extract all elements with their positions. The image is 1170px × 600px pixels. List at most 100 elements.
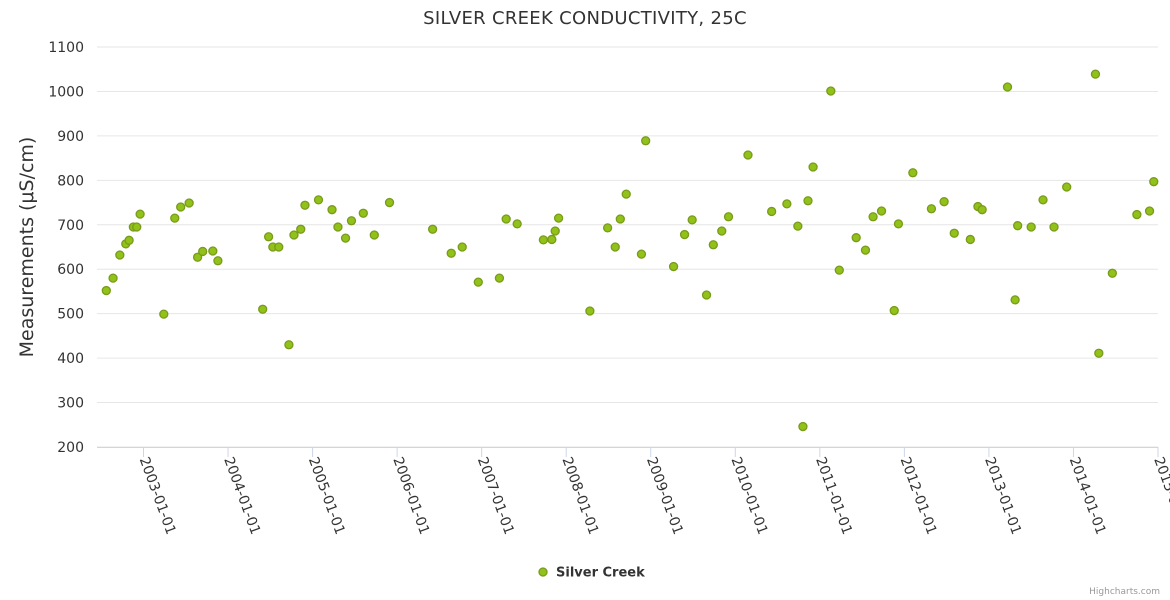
data-point[interactable] xyxy=(1010,295,1020,305)
data-point[interactable] xyxy=(1132,209,1142,220)
data-point[interactable] xyxy=(1149,177,1159,187)
data-point[interactable] xyxy=(851,233,861,243)
data-point[interactable] xyxy=(289,230,299,240)
data-point[interactable] xyxy=(538,235,549,245)
data-point[interactable] xyxy=(553,213,564,223)
data-point[interactable] xyxy=(313,195,324,205)
legend[interactable]: Silver Creek xyxy=(538,566,645,581)
y-tick-label: 900 xyxy=(57,129,84,145)
data-point[interactable] xyxy=(708,240,718,250)
data-point[interactable] xyxy=(1038,195,1048,205)
data-point[interactable] xyxy=(621,189,631,199)
data-point[interactable] xyxy=(717,226,727,236)
data-point[interactable] xyxy=(494,273,505,283)
data-point[interactable] xyxy=(501,214,511,224)
data-point[interactable] xyxy=(135,209,145,219)
data-point[interactable] xyxy=(457,242,467,252)
data-point[interactable] xyxy=(213,256,223,266)
data-point[interactable] xyxy=(333,222,343,232)
data-point[interactable] xyxy=(641,136,651,146)
data-point[interactable] xyxy=(868,212,878,222)
data-point[interactable] xyxy=(101,285,111,296)
data-point[interactable] xyxy=(743,150,753,160)
data-point[interactable] xyxy=(547,234,557,245)
data-point[interactable] xyxy=(893,219,904,229)
data-point[interactable] xyxy=(889,305,899,316)
series-silver-creek[interactable] xyxy=(101,69,1159,432)
data-point[interactable] xyxy=(615,214,625,224)
data-point[interactable] xyxy=(687,215,697,225)
data-point[interactable] xyxy=(184,198,194,208)
data-point[interactable] xyxy=(108,273,118,283)
chart-title: SILVER CREEK CONDUCTIVITY, 25C xyxy=(423,8,747,29)
data-point[interactable] xyxy=(446,248,456,258)
data-point[interactable] xyxy=(300,200,310,210)
data-point[interactable] xyxy=(550,226,560,236)
data-point[interactable] xyxy=(668,261,679,272)
data-point[interactable] xyxy=(766,206,777,217)
data-point[interactable] xyxy=(585,306,595,316)
data-point[interactable] xyxy=(358,208,368,218)
credits-link[interactable]: Highcharts.com xyxy=(1089,587,1160,597)
data-point[interactable] xyxy=(679,229,690,240)
data-point[interactable] xyxy=(159,309,169,319)
y-tick-label: 400 xyxy=(57,351,84,367)
data-point[interactable] xyxy=(602,223,613,233)
data-point[interactable] xyxy=(263,232,274,242)
data-point[interactable] xyxy=(284,340,294,350)
data-point[interactable] xyxy=(1049,222,1059,232)
y-tick-label: 600 xyxy=(57,262,84,278)
data-point[interactable] xyxy=(192,252,203,262)
data-point[interactable] xyxy=(384,197,395,208)
data-point[interactable] xyxy=(1002,82,1013,92)
data-point[interactable] xyxy=(1090,69,1101,79)
data-point[interactable] xyxy=(296,224,306,234)
data-point[interactable] xyxy=(793,221,803,231)
data-point[interactable] xyxy=(170,213,180,223)
data-point[interactable] xyxy=(798,421,808,432)
data-point[interactable] xyxy=(977,205,987,215)
data-point[interactable] xyxy=(274,242,284,252)
data-point[interactable] xyxy=(723,212,734,222)
data-point[interactable] xyxy=(782,199,792,209)
data-point[interactable] xyxy=(1144,206,1155,216)
data-point[interactable] xyxy=(1062,182,1072,192)
data-point[interactable] xyxy=(860,245,871,255)
data-point[interactable] xyxy=(636,249,647,259)
data-point[interactable] xyxy=(1013,221,1023,231)
data-point[interactable] xyxy=(701,290,712,300)
data-point[interactable] xyxy=(826,86,836,96)
data-point[interactable] xyxy=(610,242,620,252)
data-point[interactable] xyxy=(208,246,218,256)
data-point[interactable] xyxy=(803,196,813,206)
legend-item-silver-creek[interactable]: Silver Creek xyxy=(556,566,645,581)
data-point[interactable] xyxy=(176,202,186,212)
data-point[interactable] xyxy=(427,224,438,234)
data-point[interactable] xyxy=(908,168,918,178)
data-point[interactable] xyxy=(834,265,844,275)
data-point[interactable] xyxy=(876,206,887,216)
data-point[interactable] xyxy=(124,235,134,245)
data-point[interactable] xyxy=(1107,268,1117,278)
data-point[interactable] xyxy=(346,216,357,226)
data-point[interactable] xyxy=(115,250,125,260)
data-point[interactable] xyxy=(340,233,351,243)
y-tick-label: 300 xyxy=(57,396,84,412)
data-point[interactable] xyxy=(926,204,937,214)
data-point[interactable] xyxy=(473,277,483,287)
data-point[interactable] xyxy=(327,205,337,215)
data-point[interactable] xyxy=(258,304,268,314)
data-point[interactable] xyxy=(132,222,142,232)
data-point[interactable] xyxy=(965,234,975,245)
data-point[interactable] xyxy=(1026,222,1036,232)
data-point[interactable] xyxy=(369,230,379,240)
data-point[interactable] xyxy=(939,197,949,207)
data-point[interactable] xyxy=(1094,348,1104,358)
data-point[interactable] xyxy=(808,162,818,172)
y-tick-label: 700 xyxy=(57,218,84,234)
data-point[interactable] xyxy=(949,228,959,238)
data-point[interactable] xyxy=(198,246,208,257)
data-point[interactable] xyxy=(512,219,522,229)
